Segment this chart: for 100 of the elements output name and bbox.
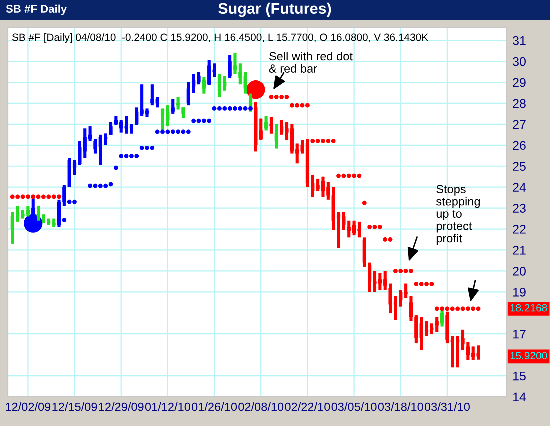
candlestick [311,175,315,197]
point [233,106,238,111]
point [456,306,460,312]
y-tick-label: 19 [514,288,526,297]
candlestick [244,72,248,94]
point [130,154,134,159]
y-tick-label: 27 [513,120,526,129]
y-tick-label: 21 [513,246,526,255]
candlestick [362,238,366,268]
point [119,154,124,159]
point [419,282,424,286]
point [207,118,212,124]
x-tick-label: 03/31/10 [424,402,470,412]
point [321,139,326,144]
point [342,174,346,178]
point [218,106,222,111]
point [212,106,217,111]
point [181,130,186,134]
y-tick-label: 22 [513,225,526,234]
y-tick-label: 23 [513,204,526,213]
point [284,94,290,100]
point [93,184,98,188]
point [88,184,92,188]
point [176,130,180,134]
x-tick-label: 12/02/09 [6,402,51,412]
point [430,282,434,286]
point [62,218,67,222]
point [310,139,316,144]
point [445,306,450,312]
point [346,174,352,178]
candlestick [171,99,175,114]
point [326,139,331,144]
point [134,154,140,159]
point [248,106,253,111]
chart-subtitle: SB #F [Daily] 04/08/10 -0.2400 C 15.9200, H 16.4500, L 15.7700, O 16.0800, V 36.1430K [12,34,428,44]
point [409,269,414,274]
text: 15.9200 [510,352,548,360]
point [202,118,206,124]
point [352,174,356,178]
point [357,174,362,178]
point [57,194,62,200]
chart-title: Sugar (Futures) [218,2,332,18]
point [450,306,455,312]
point [26,194,30,200]
point [269,94,274,100]
point [440,306,444,312]
point [98,184,103,188]
candlestick [228,55,232,78]
point [243,106,248,111]
y-tick-label: 29 [513,78,526,88]
point [372,224,378,230]
x-tick-label: 12/15/09 [52,402,98,412]
point [336,174,341,178]
point [378,224,382,230]
x-tick-label: 01/26/10 [192,402,238,412]
x-tick-label: 01/12/10 [145,402,190,412]
point [466,306,470,312]
point [20,194,26,200]
point [280,94,284,100]
y-tick-label: 14 [514,392,526,402]
point [150,146,155,150]
point [104,184,108,188]
y-tick-label: 28 [513,99,526,108]
text: 18.2168 [510,304,548,312]
point [290,103,294,108]
x-tick-label: 12/29/09 [99,402,144,412]
point [160,130,165,134]
point [295,103,300,108]
point [192,118,196,124]
point [383,238,388,242]
point [52,194,56,200]
annotation: Sell with red dot & red bar [269,52,353,73]
candlestick [264,116,268,131]
y-tick-label: 26 [513,141,526,150]
point [10,194,15,200]
point [114,166,118,170]
point [414,282,419,286]
point [460,306,466,312]
point [362,200,367,206]
y-tick-label: 25 [513,162,526,172]
candlestick [274,124,278,149]
point [140,146,144,150]
y-tick-label: 24 [513,183,526,192]
candlestick [156,97,160,108]
point [388,238,393,242]
point [306,103,310,108]
point [124,154,129,159]
point [316,139,320,144]
candlestick [186,82,190,106]
point [424,282,429,286]
y-tick-label: 17 [514,330,526,339]
point [46,194,52,200]
annotation: Stops stepping up to protect profit [436,185,480,245]
point [31,194,36,200]
point [471,306,476,312]
point [368,224,372,230]
candlestick [135,108,139,126]
text: SB #F Daily [6,4,68,16]
point [476,306,481,312]
point [434,306,440,312]
